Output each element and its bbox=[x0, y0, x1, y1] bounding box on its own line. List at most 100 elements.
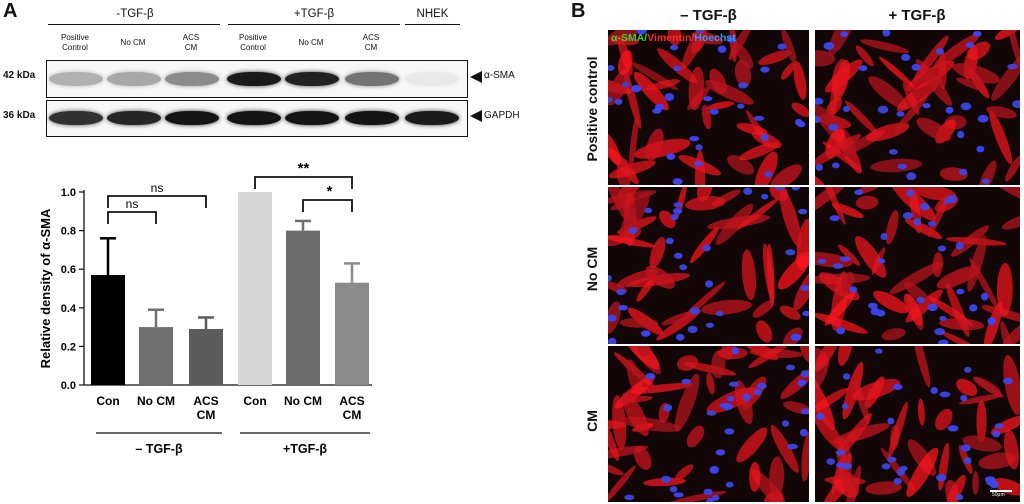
cell-cytoplasm bbox=[736, 198, 779, 230]
cell-nucleus bbox=[756, 382, 767, 389]
cell-cytoplasm bbox=[622, 392, 649, 436]
cell-cytoplasm bbox=[619, 317, 659, 328]
cell-cytoplasm bbox=[855, 236, 887, 278]
cell-cytoplasm bbox=[913, 35, 949, 82]
cell-nucleus bbox=[911, 63, 921, 71]
cell-cytoplasm bbox=[815, 165, 834, 185]
category-label: Con bbox=[243, 394, 266, 408]
cell-nucleus bbox=[843, 373, 851, 380]
cell-cytoplasm bbox=[779, 188, 802, 248]
cell-nucleus bbox=[799, 428, 808, 437]
group-label: +TGF-β bbox=[283, 442, 327, 456]
cell-nucleus bbox=[902, 212, 914, 220]
cell-cytoplasm bbox=[956, 77, 987, 92]
cell-cytoplasm bbox=[855, 45, 874, 67]
cell-cytoplasm bbox=[1001, 213, 1020, 230]
lane-label-1: Positive Control bbox=[60, 33, 89, 52]
cell-nucleus bbox=[938, 339, 949, 344]
kda-label-gapdh: 36 kDa bbox=[3, 110, 36, 121]
y-tick-label: 0.0 bbox=[61, 380, 76, 392]
panel-b-label: B bbox=[571, 0, 586, 22]
cell-nucleus bbox=[965, 42, 975, 48]
cell-nucleus bbox=[672, 208, 683, 214]
panel-a-label: A bbox=[3, 0, 18, 22]
cell-cytoplasm bbox=[912, 346, 931, 388]
cell-nucleus bbox=[785, 249, 796, 256]
cell-cytoplasm bbox=[836, 413, 872, 458]
cell-cytoplasm bbox=[981, 305, 1020, 324]
blot-group-plus-tgf: +TGF-β bbox=[293, 8, 335, 20]
blot-band bbox=[49, 111, 103, 125]
cell-nucleus bbox=[674, 252, 683, 259]
cell-cytoplasm bbox=[762, 243, 775, 302]
lane-label-4: Positive Control bbox=[238, 33, 267, 52]
cell-nucleus bbox=[715, 449, 726, 456]
significance-bracket bbox=[107, 211, 157, 224]
cell-nucleus bbox=[706, 497, 715, 502]
cell-nucleus bbox=[831, 162, 840, 169]
cell-nucleus bbox=[669, 486, 678, 493]
cell-cytoplasm bbox=[841, 471, 860, 498]
cell-cytoplasm bbox=[676, 355, 699, 371]
cell-nucleus bbox=[798, 208, 808, 215]
cell-nucleus bbox=[636, 30, 647, 35]
cell-nucleus bbox=[689, 136, 700, 142]
cell-nucleus bbox=[663, 404, 673, 412]
blot-group-line bbox=[48, 24, 220, 25]
cell-nucleus bbox=[881, 463, 891, 470]
blot-band bbox=[405, 72, 459, 86]
cell-nucleus bbox=[797, 379, 807, 387]
cell-nucleus bbox=[640, 330, 651, 337]
fluorescence-image bbox=[608, 30, 809, 185]
cell-nucleus bbox=[994, 423, 1004, 429]
cell-nucleus bbox=[957, 130, 965, 139]
cell-nucleus bbox=[689, 307, 700, 315]
cell-cytoplasm bbox=[665, 491, 727, 502]
cell-nucleus bbox=[705, 322, 715, 328]
cell-nucleus bbox=[800, 408, 809, 415]
cell-nucleus bbox=[655, 103, 665, 111]
cell-nucleus bbox=[934, 328, 946, 336]
cell-nucleus bbox=[737, 103, 745, 109]
cell-cytoplasm bbox=[770, 164, 802, 185]
western-blot-gapdh bbox=[46, 100, 468, 137]
cell-nucleus bbox=[694, 161, 703, 167]
cell-nucleus bbox=[608, 96, 613, 103]
cell-nucleus bbox=[889, 149, 898, 155]
cell-cytoplasm bbox=[801, 431, 809, 482]
cell-nucleus bbox=[695, 144, 703, 151]
cell-cytoplasm bbox=[845, 100, 878, 135]
legend-vimentin: Vimentin bbox=[647, 32, 692, 44]
blot-band bbox=[345, 111, 399, 125]
blot-band bbox=[107, 111, 161, 125]
cell-nucleus bbox=[916, 297, 925, 304]
cell-cytoplasm bbox=[986, 106, 1017, 119]
y-tick-label: 0.6 bbox=[61, 264, 76, 276]
category-label: ACS bbox=[193, 394, 218, 408]
cell-cytoplasm bbox=[729, 30, 738, 63]
y-tick-label: 0.4 bbox=[61, 303, 77, 315]
cell-cytoplasm bbox=[608, 417, 619, 461]
cell-nucleus bbox=[786, 364, 796, 371]
cell-cytoplasm bbox=[993, 478, 1020, 496]
bar bbox=[286, 230, 320, 385]
cell-nucleus bbox=[676, 333, 685, 341]
cell-nucleus bbox=[628, 227, 638, 234]
cell-cytoplasm bbox=[706, 372, 715, 395]
cell-nucleus bbox=[972, 30, 982, 37]
cell-cytoplasm bbox=[783, 401, 809, 415]
cell-nucleus bbox=[666, 153, 676, 160]
cell-cytoplasm bbox=[973, 376, 1001, 394]
cell-nucleus bbox=[753, 115, 765, 121]
blot-group-nhek: NHEK bbox=[416, 8, 449, 20]
cell-cytoplasm bbox=[608, 235, 656, 248]
cell-nucleus bbox=[937, 245, 947, 252]
cell-cytoplasm bbox=[608, 160, 656, 179]
fluorescence-image bbox=[815, 187, 1020, 344]
cell-cytoplasm bbox=[706, 101, 735, 110]
category-label: No CM bbox=[137, 394, 175, 408]
cell-nucleus bbox=[981, 178, 990, 184]
cell-nucleus bbox=[899, 465, 908, 471]
cell-nucleus bbox=[887, 456, 897, 463]
legend-alpha-sma: α-SMA bbox=[611, 32, 645, 44]
